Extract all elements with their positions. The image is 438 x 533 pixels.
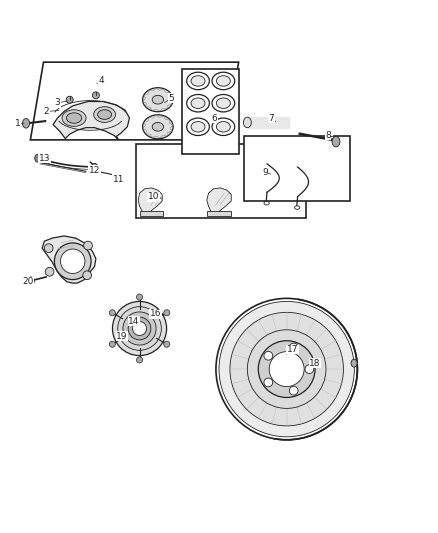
Circle shape	[290, 343, 298, 352]
Circle shape	[83, 271, 92, 280]
Circle shape	[164, 341, 170, 348]
Ellipse shape	[28, 277, 34, 285]
Text: 4: 4	[98, 76, 104, 85]
Text: 11: 11	[113, 175, 124, 184]
Ellipse shape	[143, 115, 173, 139]
Circle shape	[128, 317, 151, 340]
Polygon shape	[207, 188, 231, 215]
Polygon shape	[136, 144, 306, 219]
Circle shape	[305, 365, 314, 374]
Circle shape	[109, 341, 115, 348]
Ellipse shape	[191, 76, 205, 86]
Circle shape	[216, 298, 357, 440]
Circle shape	[230, 312, 343, 426]
Text: 10: 10	[148, 192, 159, 201]
Polygon shape	[138, 188, 162, 215]
Text: 2: 2	[44, 107, 49, 116]
Ellipse shape	[91, 164, 98, 171]
Circle shape	[137, 294, 143, 300]
Text: 9: 9	[262, 168, 268, 177]
Polygon shape	[244, 135, 350, 201]
Text: 19: 19	[117, 332, 128, 341]
Ellipse shape	[62, 110, 86, 126]
Ellipse shape	[244, 117, 251, 128]
Polygon shape	[30, 62, 239, 140]
Ellipse shape	[67, 113, 81, 123]
Ellipse shape	[216, 122, 230, 132]
Circle shape	[264, 378, 273, 387]
Polygon shape	[207, 211, 231, 216]
Polygon shape	[53, 101, 130, 140]
Ellipse shape	[332, 136, 340, 147]
Ellipse shape	[152, 123, 163, 131]
Text: 16: 16	[150, 309, 162, 318]
Polygon shape	[140, 211, 163, 216]
Ellipse shape	[212, 118, 235, 135]
Circle shape	[269, 352, 304, 386]
Ellipse shape	[117, 177, 121, 181]
Ellipse shape	[98, 110, 112, 119]
Text: 17: 17	[286, 345, 298, 354]
Text: 3: 3	[55, 98, 60, 107]
Circle shape	[258, 341, 315, 398]
Ellipse shape	[94, 107, 116, 123]
Ellipse shape	[152, 95, 163, 104]
Ellipse shape	[187, 94, 209, 112]
Circle shape	[219, 302, 354, 437]
Ellipse shape	[351, 359, 357, 367]
Text: 13: 13	[39, 154, 50, 163]
Circle shape	[118, 306, 161, 350]
Ellipse shape	[191, 122, 205, 132]
Circle shape	[54, 243, 91, 280]
Circle shape	[60, 249, 85, 273]
Ellipse shape	[212, 94, 235, 112]
Text: 6: 6	[212, 114, 218, 123]
Text: 20: 20	[22, 277, 33, 286]
Ellipse shape	[35, 154, 41, 162]
Ellipse shape	[22, 118, 29, 128]
Ellipse shape	[187, 72, 209, 90]
Ellipse shape	[191, 98, 205, 108]
Ellipse shape	[66, 96, 73, 103]
Ellipse shape	[294, 206, 300, 209]
Circle shape	[109, 310, 115, 316]
Circle shape	[84, 241, 92, 250]
Circle shape	[247, 330, 326, 408]
Ellipse shape	[216, 98, 230, 108]
Ellipse shape	[264, 201, 269, 205]
Circle shape	[290, 386, 298, 395]
Text: 12: 12	[89, 166, 100, 175]
Text: 18: 18	[309, 359, 321, 368]
Ellipse shape	[187, 118, 209, 135]
Text: 1: 1	[15, 119, 21, 128]
Text: 14: 14	[128, 317, 140, 326]
Circle shape	[264, 351, 273, 360]
Ellipse shape	[92, 92, 99, 99]
Text: 5: 5	[168, 94, 174, 103]
Circle shape	[164, 310, 170, 316]
Circle shape	[113, 302, 166, 356]
Text: 7: 7	[268, 114, 274, 123]
Polygon shape	[182, 69, 239, 154]
Text: 8: 8	[325, 131, 331, 140]
Ellipse shape	[216, 76, 230, 86]
Ellipse shape	[143, 88, 173, 112]
Circle shape	[44, 244, 53, 253]
Circle shape	[137, 357, 143, 363]
Circle shape	[45, 268, 54, 276]
Ellipse shape	[212, 72, 235, 90]
Circle shape	[123, 312, 156, 345]
Polygon shape	[42, 236, 96, 283]
Circle shape	[133, 321, 147, 335]
